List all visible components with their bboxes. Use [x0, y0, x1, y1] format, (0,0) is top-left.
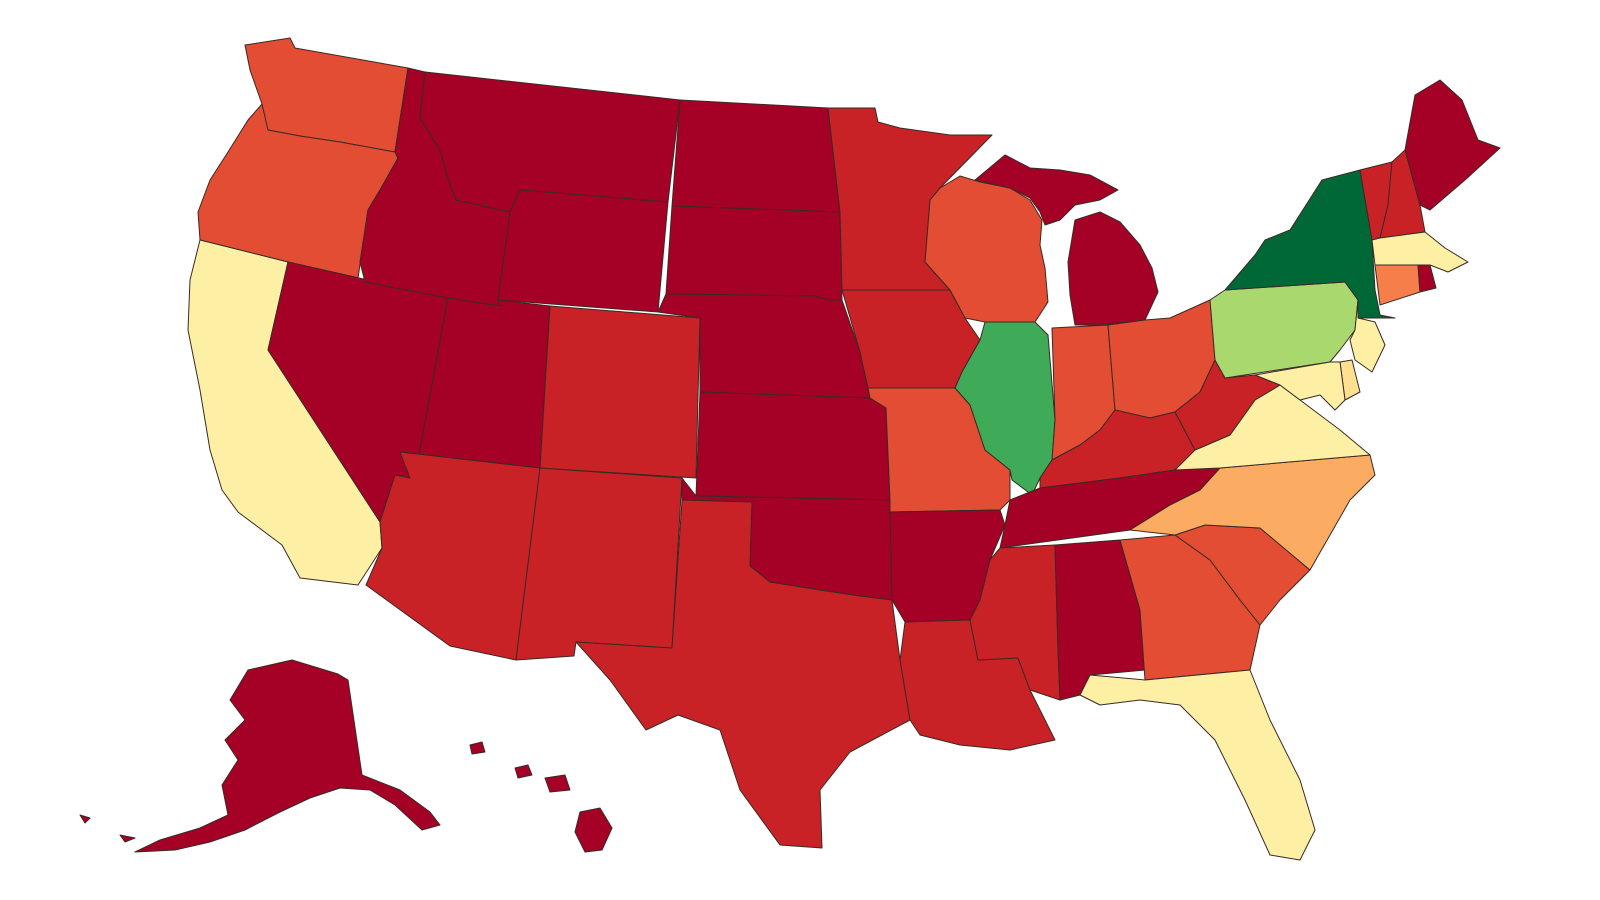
state-fl[interactable]: [1079, 669, 1316, 861]
state-ct[interactable]: [1374, 264, 1421, 306]
state-ks[interactable]: [695, 391, 891, 501]
state-wy[interactable]: [497, 189, 669, 313]
state-nm[interactable]: [515, 467, 683, 661]
state-ri[interactable]: [1417, 264, 1437, 293]
state-co[interactable]: [539, 305, 701, 479]
state-mt[interactable]: [419, 71, 681, 213]
state-ak[interactable]: [79, 659, 441, 853]
state-tx[interactable]: [575, 499, 911, 849]
state-nd[interactable]: [671, 99, 841, 213]
state-hi[interactable]: [469, 741, 613, 853]
state-me[interactable]: [1404, 79, 1501, 211]
state-nj[interactable]: [1349, 299, 1386, 373]
state-sd[interactable]: [665, 205, 843, 301]
state-md[interactable]: [1254, 361, 1346, 411]
state-nc[interactable]: [1129, 454, 1376, 571]
state-il[interactable]: [954, 321, 1056, 496]
state-az[interactable]: [365, 451, 541, 661]
state-mi[interactable]: [974, 154, 1159, 326]
